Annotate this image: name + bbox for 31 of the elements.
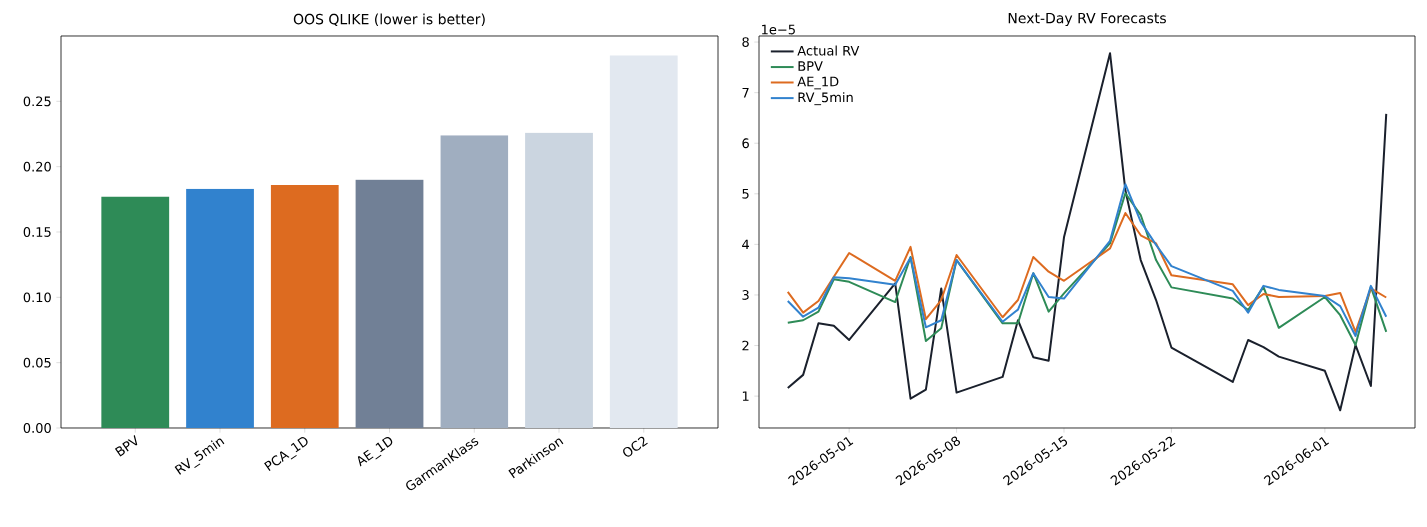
y-tick-label: 6 [742, 138, 749, 149]
bar [440, 135, 509, 428]
y-tick-label: 0.10 [23, 292, 51, 303]
x-tick-label: OC2 [623, 436, 648, 457]
legend-label: RV_5min [798, 92, 853, 106]
y-tick-label: 0.00 [23, 423, 51, 433]
y-tick-label: 0.05 [23, 357, 51, 368]
y-tick-label: 0.20 [23, 161, 51, 172]
chart-title: OOS QLIKE (lower is better) [293, 13, 485, 27]
chart-title: Next-Day RV Forecasts [1008, 12, 1166, 27]
bar [355, 179, 424, 428]
y-tick-label: 7 [742, 87, 749, 98]
y-tick-label: 0.15 [23, 227, 51, 237]
bar [609, 55, 678, 428]
text: 1e−5 [762, 24, 795, 35]
bar [270, 184, 339, 428]
y-tick-label: 8 [742, 37, 749, 47]
y-tick-label: 3 [742, 290, 749, 300]
line-series [786, 212, 1388, 333]
x-tick-label: BPV [114, 434, 138, 457]
legend-label: BPV [798, 61, 823, 71]
y-tick-label: 2 [742, 340, 749, 351]
bar [101, 196, 170, 428]
legend-label: AE_1D [797, 76, 839, 90]
y-tick-label: 4 [742, 239, 750, 250]
y-tick-label: 1 [742, 391, 749, 401]
legend-label: Actual RV [797, 45, 860, 56]
bar [186, 188, 254, 428]
y-tick-label: 5 [742, 188, 749, 199]
bar [525, 132, 593, 428]
y-tick-label: 0.25 [23, 96, 51, 107]
